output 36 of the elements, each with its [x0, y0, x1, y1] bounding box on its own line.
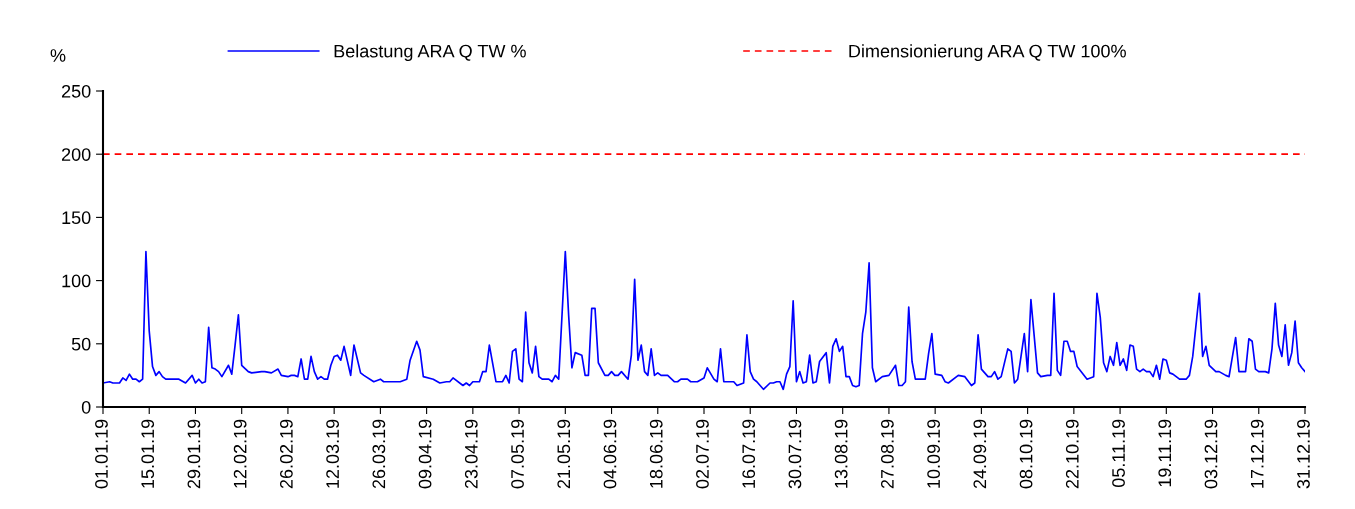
- x-tick-label: 21.05.19: [557, 419, 571, 489]
- x-tick-label: 18.06.19: [649, 419, 663, 488]
- x-tick-label: 19.11.19: [1158, 419, 1172, 487]
- x-tick-label: 02.07.19: [696, 419, 709, 489]
- x-tick-label: 31.12.19: [1297, 419, 1310, 489]
- x-tick-label: 27.08.19: [880, 419, 894, 489]
- x-tick-label: 08.10.19: [1019, 419, 1033, 489]
- y-tick-label: 250: [61, 84, 91, 98]
- x-tick-label: 17.12.19: [1250, 419, 1264, 488]
- y-tick-label: 150: [62, 211, 91, 225]
- y-axis-title: %: [50, 49, 66, 62]
- x-tick-label: 24.09.19: [973, 419, 987, 489]
- x-tick-label: 12.02.19: [233, 419, 247, 488]
- y-tick-label: 0: [81, 400, 91, 414]
- x-tick-label: 30.07.19: [788, 419, 802, 489]
- legend-label: Belastung ARA Q TW %: [334, 44, 526, 62]
- x-tick-label: 13.08.19: [834, 419, 848, 488]
- x-tick-label: 04.06.19: [603, 419, 617, 489]
- x-tick-label: 15.01.19: [141, 419, 155, 488]
- x-tick-label: 22.10.19: [1065, 419, 1079, 489]
- x-tick-label: 12.03.19: [326, 419, 339, 488]
- x-tick-label: 01.01.19: [95, 419, 108, 489]
- x-tick-label: 26.03.19: [372, 419, 386, 489]
- x-tick-label: 16.07.19: [742, 419, 756, 488]
- x-tick-label: 09.04.19: [418, 419, 432, 489]
- y-tick-label: 50: [71, 337, 91, 351]
- y-tick-label: 200: [61, 148, 91, 161]
- x-tick-label: 10.09.19: [927, 419, 940, 488]
- y-tick-label: 100: [62, 274, 91, 288]
- x-tick-label: 26.02.19: [279, 419, 293, 489]
- legend-label: Dimensionierung ARA Q TW 100%: [849, 44, 1126, 62]
- x-tick-label: 03.12.19: [1204, 419, 1218, 489]
- x-tick-label: 05.11.19: [1112, 419, 1125, 488]
- x-tick-label: 29.01.19: [187, 419, 201, 489]
- x-tick-label: 23.04.19: [464, 419, 478, 489]
- x-tick-label: 07.05.19: [511, 419, 524, 489]
